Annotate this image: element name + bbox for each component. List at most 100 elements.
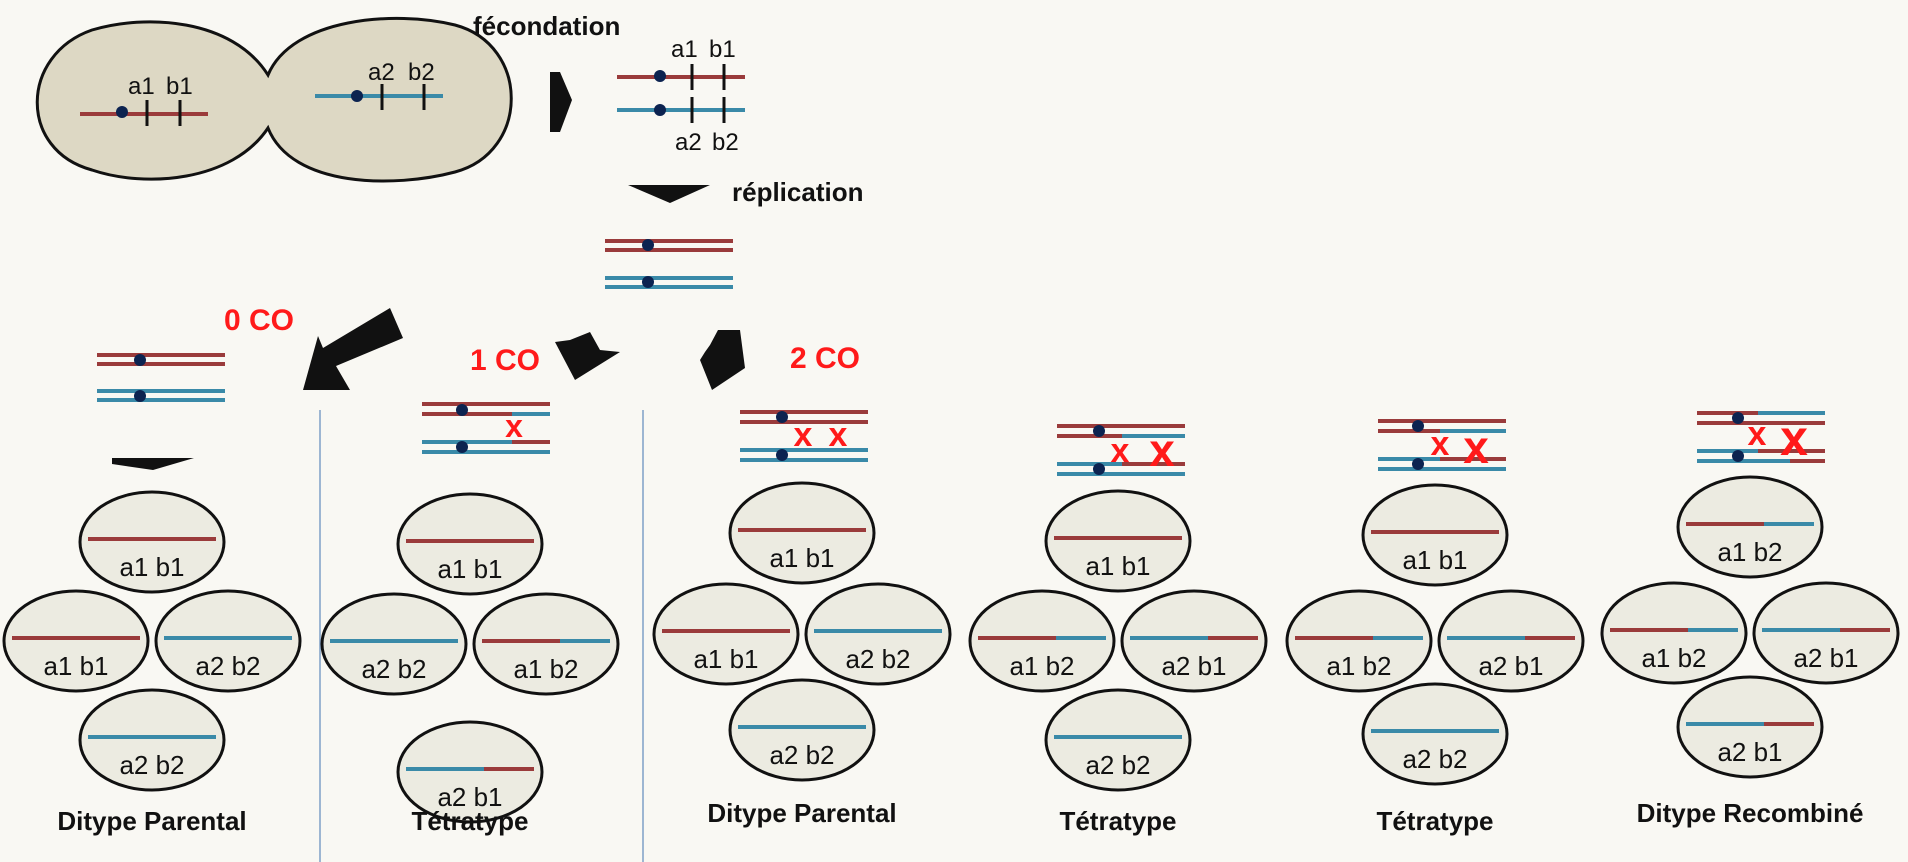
spore-cell: [1600, 581, 1748, 685]
zygote: a1 b1 a2 b2: [617, 36, 745, 156]
centromere: [1412, 420, 1424, 432]
spore-genotype: a1 b1: [693, 644, 758, 674]
crossover-mark: x: [1780, 410, 1808, 466]
spore-genotype: a1 b2: [1641, 643, 1706, 673]
spore-cell: [804, 582, 952, 686]
spore: a2 b2: [78, 688, 226, 792]
spore-cell: [1120, 589, 1268, 693]
spore: a2 b1: [1676, 675, 1824, 779]
spore-genotype: a1 b1: [1085, 551, 1150, 581]
spore: a2 b2: [1361, 682, 1509, 786]
spore-cell: [1752, 581, 1900, 685]
spore-cell: [1361, 682, 1509, 786]
spore-genotype: a2 b2: [1085, 750, 1150, 780]
replication-label: réplication: [732, 177, 863, 207]
tetrad-type-label: Tétratype: [411, 806, 528, 836]
spore-genotype: a2 b1: [1793, 643, 1858, 673]
spore-genotype: a2 b1: [1478, 651, 1543, 681]
spore: a1 b1: [2, 589, 150, 693]
spore: a2 b2: [1044, 688, 1192, 792]
crossover-mark: x: [1463, 421, 1489, 473]
spore-cell: [320, 592, 468, 696]
spore-genotype: a2 b2: [195, 651, 260, 681]
spore-cell: [472, 592, 620, 696]
spore-genotype: a1 b1: [769, 543, 834, 573]
fecondation-arrow-icon: [550, 72, 572, 132]
tetrad-column: a1 b1 a1 b1 a2 b2 a2 b2 Ditype Parental: [652, 481, 952, 828]
tetrad-column: a1 b1 a1 b2 a2 b1 a2 b2 Tétratype: [1285, 483, 1585, 836]
spore: a2 b1: [1752, 581, 1900, 685]
spore-genotype: a2 b2: [1402, 744, 1467, 774]
fusing-cells: [35, 16, 513, 183]
spore-genotype: a1 b1: [437, 554, 502, 584]
spore-genotype: a1 b2: [1717, 537, 1782, 567]
bivalent-1co: x: [422, 402, 550, 454]
branch-label-1co: 1 CO: [470, 344, 540, 377]
centromere: [642, 276, 654, 288]
spore: a2 b2: [154, 589, 302, 693]
svg-text:b2: b2: [712, 129, 739, 156]
crossover-mark: x: [505, 408, 523, 444]
spore: a1 b1: [728, 481, 876, 585]
allele-label: a2: [368, 59, 395, 86]
spore-genotype: a2 b2: [769, 740, 834, 770]
spore-genotype: a1 b2: [1009, 651, 1074, 681]
spore-cell: [396, 492, 544, 596]
centromere: [134, 354, 146, 366]
spore-genotype: a1 b1: [43, 651, 108, 681]
spore: a2 b1: [396, 720, 544, 824]
centromere: [456, 441, 468, 453]
bivalent-0co: [97, 353, 225, 470]
spore: a1 b2: [472, 592, 620, 696]
allele-label: b1: [166, 73, 193, 100]
spore-cell: [652, 582, 800, 686]
spore: a1 b1: [78, 490, 226, 594]
spore-cell: [1437, 589, 1585, 693]
branch-arrow-1co-icon: [555, 332, 620, 380]
spore-cell: [154, 589, 302, 693]
branch-label-0co: 0 CO: [224, 304, 294, 337]
svg-text:b1: b1: [709, 36, 736, 63]
crossover-mark: x: [794, 416, 813, 454]
spore-genotype: a2 b1: [1717, 737, 1782, 767]
spore: a1 b2: [1600, 581, 1748, 685]
branch-arrow-2co-icon: [700, 330, 745, 390]
allele-label: a1: [128, 73, 155, 100]
spore: a2 b1: [1120, 589, 1268, 693]
spore-cell: [1044, 688, 1192, 792]
spore-genotype: a2 b2: [119, 750, 184, 780]
spore: a2 b1: [1437, 589, 1585, 693]
branch-label-2co: 2 CO: [790, 342, 860, 375]
spore-genotype: a2 b1: [437, 782, 502, 812]
spore-cell: [78, 688, 226, 792]
spore-genotype: a1 b2: [513, 654, 578, 684]
spore: a1 b1: [396, 492, 544, 596]
spore: a1 b1: [652, 582, 800, 686]
centromere: [776, 449, 788, 461]
spore-cell: [1285, 589, 1433, 693]
spore-cell: [396, 720, 544, 824]
centromere: [1732, 412, 1744, 424]
centromere: [134, 390, 146, 402]
crossover-mark: x: [1748, 415, 1767, 453]
centromere: [642, 239, 654, 251]
centromere: [1732, 450, 1744, 462]
tetrad-column: a1 b1 a1 b2 a2 b1 a2 b2 Tétratype: [968, 489, 1268, 836]
allele-label: b2: [408, 59, 435, 86]
tetrad-column: a1 b2 a1 b2 a2 b1 a2 b1 Ditype Recombiné: [1600, 475, 1900, 828]
centromere: [776, 411, 788, 423]
spore-cell: [1361, 483, 1509, 587]
spore-cell: [1676, 475, 1824, 579]
branch-arrow-0co-icon: [303, 308, 403, 390]
spore-cell: [78, 490, 226, 594]
crossover-mark: x: [1149, 424, 1175, 476]
spore: a1 b1: [1044, 489, 1192, 593]
spore: a2 b2: [728, 678, 876, 782]
